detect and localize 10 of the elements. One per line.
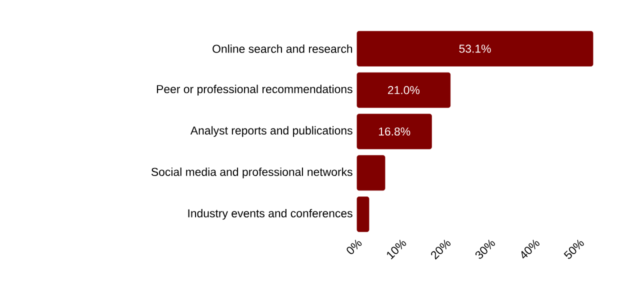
y-tick-label: Social media and professional networks <box>151 168 352 178</box>
x-tick-label: 0% <box>346 240 362 254</box>
y-tick-label: Online search and research <box>212 44 352 53</box>
y-tick-label: Industry events and conferences <box>188 208 352 220</box>
x-tick-label: 40% <box>521 240 540 259</box>
data-label: 16.8% <box>378 127 410 136</box>
data-label: 53.1% <box>459 44 491 53</box>
data-label: 21.0% <box>388 86 420 94</box>
y-tick-label: Peer or professional recommendations <box>156 84 352 96</box>
y-tick-label: Analyst reports and publications <box>190 126 352 137</box>
